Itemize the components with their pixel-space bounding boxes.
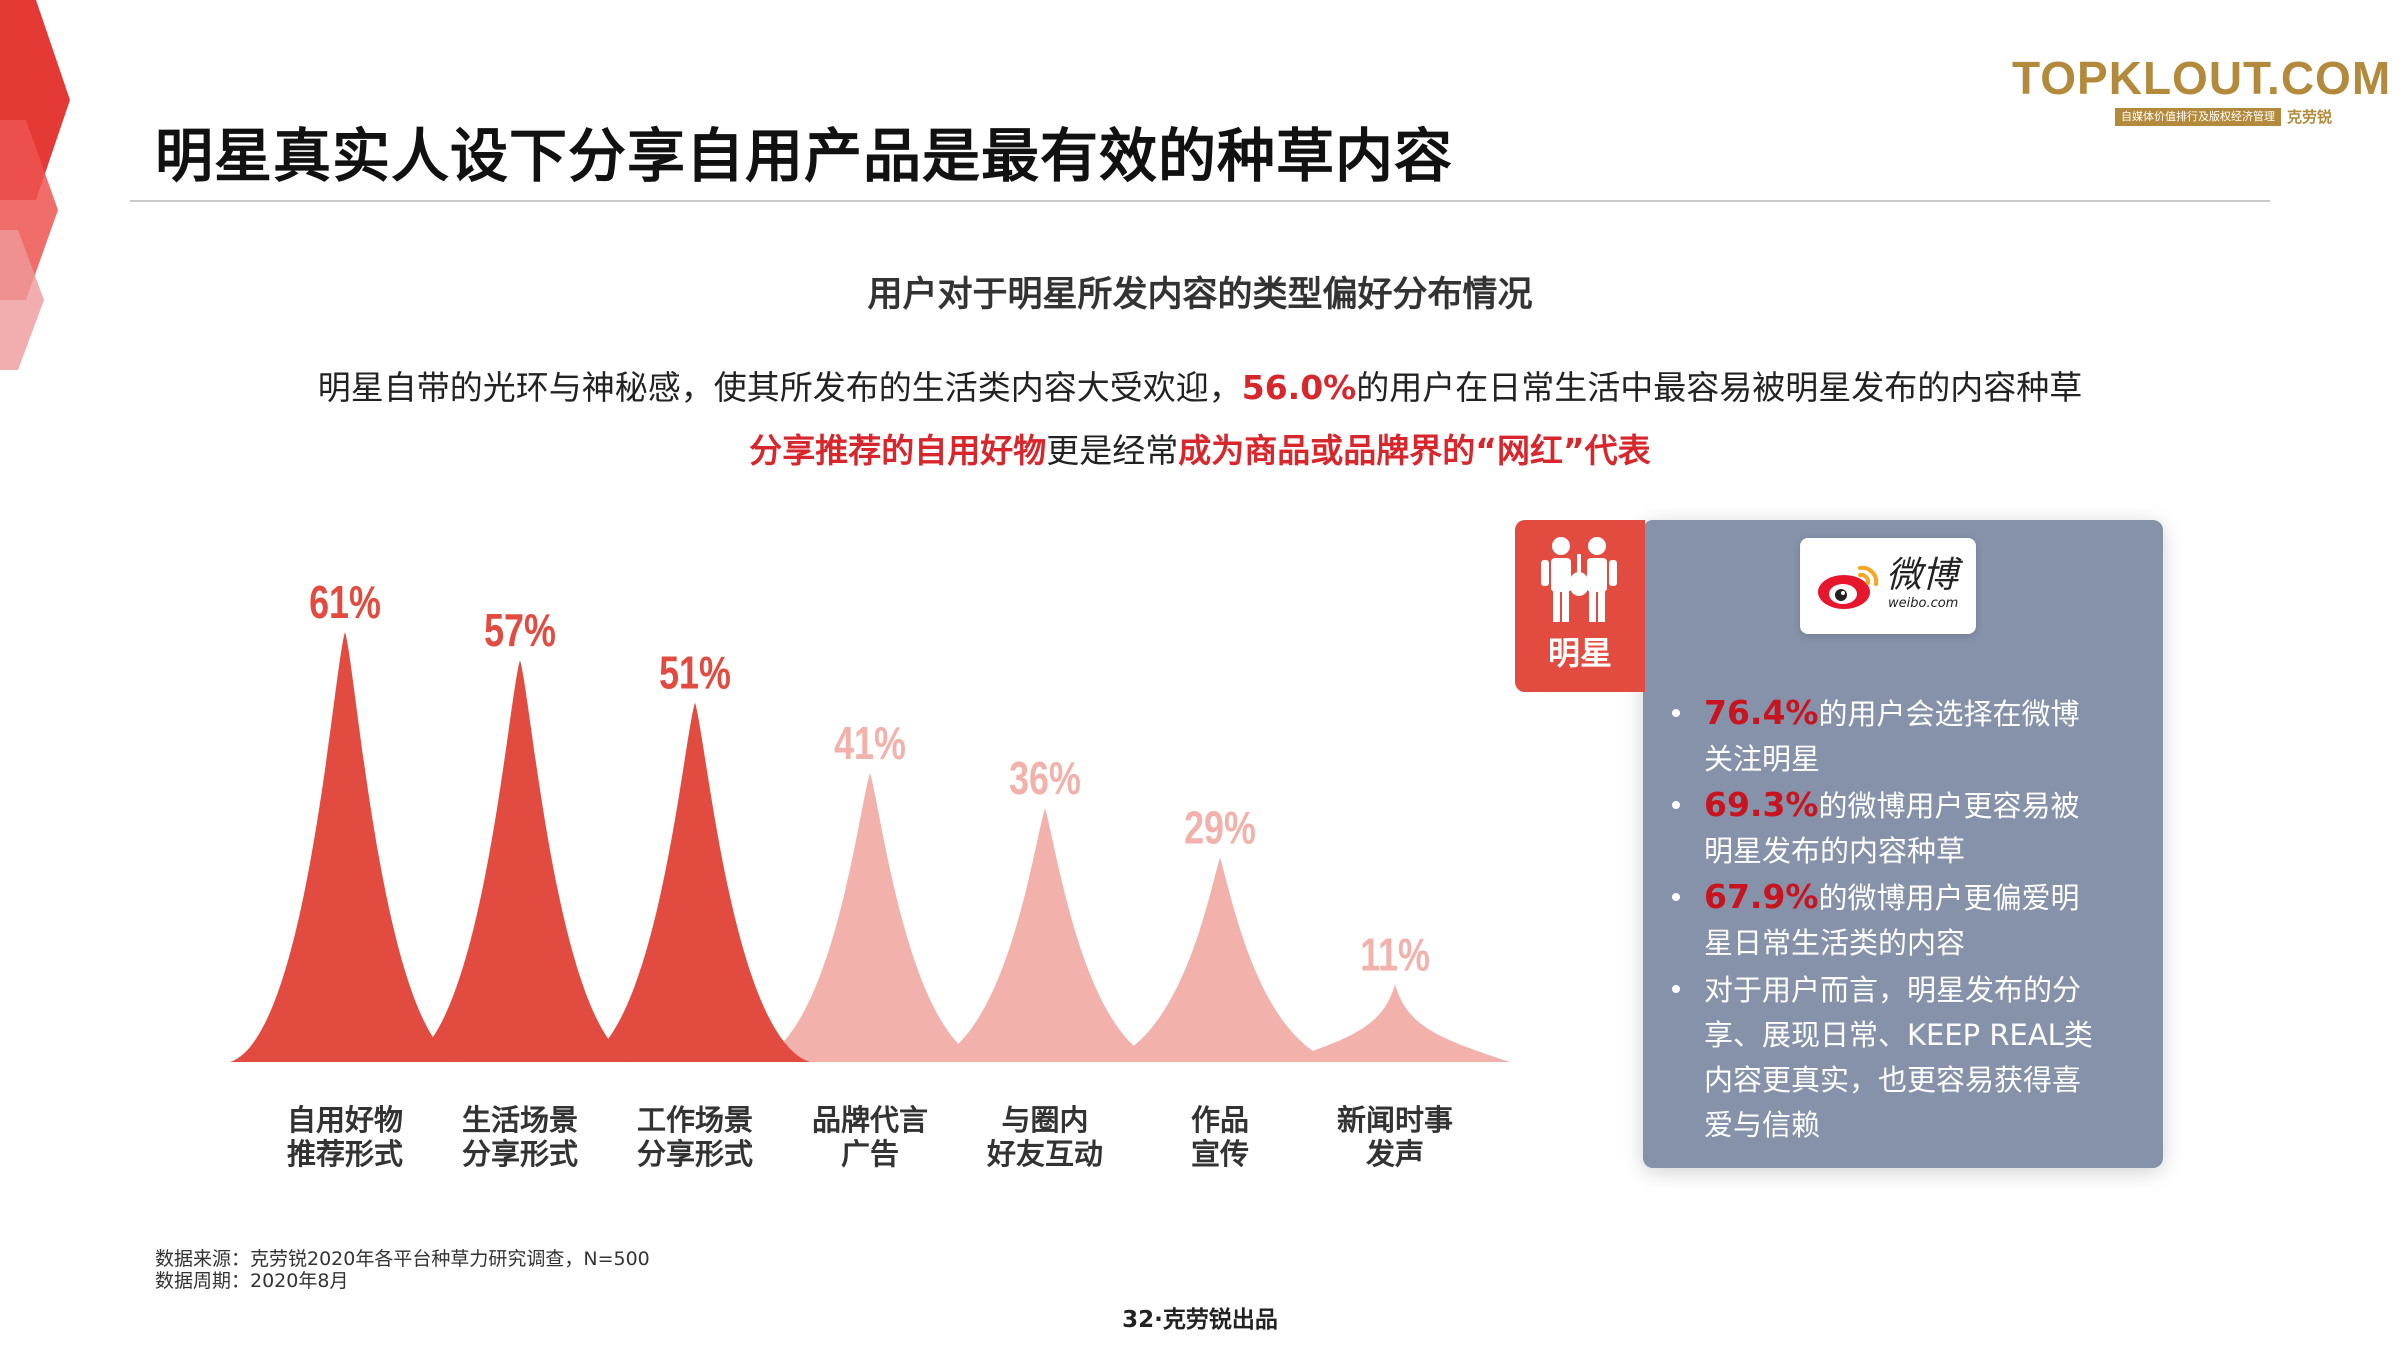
lead-highlight: 成为商品或品牌界的“网红”代表	[1178, 431, 1651, 470]
data-source-note: 数据来源：克劳锐2020年各平台种草力研究调查，N=500 数据周期：2020年…	[155, 1248, 650, 1292]
weibo-icon	[1818, 565, 1879, 609]
lead-text: 的用户在日常生活中最容易被明星发布的内容种草	[1356, 368, 2083, 407]
bullet-percent: 69.3%	[1704, 785, 1819, 824]
peak-mark	[1105, 857, 1335, 1062]
category-label: 自用好物	[287, 1103, 403, 1137]
bullet-percent: 76.4%	[1704, 693, 1819, 732]
category-label: 广告	[841, 1137, 899, 1171]
performers-icon	[1541, 537, 1617, 622]
data-label: 51%	[659, 647, 731, 698]
bullet-item: 对于用户而言，明星发布的分享、展现日常、KEEP REAL类内容更真实，也更容易…	[1668, 966, 2108, 1148]
source-line: 数据来源：克劳锐2020年各平台种草力研究调查，N=500	[155, 1248, 650, 1270]
data-label: 11%	[1360, 929, 1430, 980]
data-label: 29%	[1184, 802, 1256, 853]
page-title: 明星真实人设下分享自用产品是最有效的种草内容	[155, 122, 1454, 190]
data-label: 41%	[834, 718, 906, 769]
weibo-domain: weibo.com	[1888, 596, 1959, 611]
category-label: 工作场景	[637, 1103, 753, 1137]
logo-text: TOPKLOUT.COM	[2012, 52, 2392, 104]
corner-decoration	[0, 0, 70, 370]
category-label: 好友互动	[986, 1137, 1103, 1171]
category-label: 新闻时事	[1337, 1103, 1453, 1137]
lead-highlight-percent: 56.0%	[1241, 368, 1357, 407]
bullet-item: 67.9%的微博用户更偏爱明星日常生活类的内容	[1668, 874, 2108, 966]
category-label: 分享形式	[462, 1137, 578, 1171]
bullet-text: 的用户会选择在微博关注明星	[1704, 697, 2080, 776]
category-label: 推荐形式	[287, 1137, 403, 1171]
bullet-text: 的微博用户更偏爱明星日常生活类的内容	[1704, 881, 2080, 960]
peak-mark	[580, 702, 810, 1062]
bullet-text: 对于用户而言，明星发布的分享、展现日常、KEEP REAL类内容更真实，也更容易…	[1704, 973, 2093, 1142]
peak-mark	[405, 660, 635, 1062]
stats-bullet-list: 76.4%的用户会选择在微博关注明星 69.3%的微博用户更容易被明星发布的内容…	[1668, 690, 2108, 1148]
peak-mark	[1280, 984, 1510, 1062]
page-footer: 32·克劳锐出品	[1122, 1307, 1278, 1333]
badge-label: 明星	[1547, 634, 1612, 672]
data-label: 61%	[309, 577, 381, 628]
brand-logo: TOPKLOUT.COM 自媒体价值排行及版权经济管理 克劳锐	[2012, 52, 2392, 127]
weibo-name: 微博	[1886, 555, 1959, 596]
bullet-percent: 67.9%	[1704, 877, 1819, 916]
category-label: 作品	[1191, 1103, 1249, 1137]
peak-mark	[755, 772, 985, 1062]
peak-mark	[930, 808, 1160, 1062]
lead-text: 明星自带的光环与神秘感，使其所发布的生活类内容大受欢迎，	[317, 368, 1242, 407]
category-label: 品牌代言	[812, 1103, 928, 1137]
category-label: 与圈内	[1001, 1103, 1088, 1137]
data-label: 36%	[1009, 753, 1081, 804]
period-line: 数据周期：2020年8月	[155, 1270, 349, 1292]
celebrity-badge: 明星	[1515, 520, 1645, 692]
category-label: 分享形式	[637, 1137, 753, 1171]
logo-subtitle: 自媒体价值排行及版权经济管理	[2114, 107, 2281, 126]
weibo-logo-card: 微博 weibo.com	[1800, 538, 1976, 634]
bullet-item: 69.3%的微博用户更容易被明星发布的内容种草	[1668, 782, 2108, 874]
chart-title: 用户对于明星所发内容的类型偏好分布情况	[867, 275, 1533, 315]
bullet-item: 76.4%的用户会选择在微博关注明星	[1668, 690, 2108, 782]
lead-text: 更是经常	[1046, 431, 1179, 470]
category-label: 生活场景	[462, 1103, 578, 1137]
title-divider	[130, 200, 2270, 202]
data-label: 57%	[484, 605, 556, 656]
lead-line-2: 分享推荐的自用好物更是经常成为商品或品牌界的“网红”代表	[0, 428, 2400, 474]
peak-mark	[230, 631, 460, 1062]
lead-highlight: 分享推荐的自用好物	[749, 431, 1047, 470]
category-label: 宣传	[1191, 1137, 1249, 1171]
category-label: 发声	[1365, 1137, 1424, 1171]
lead-line-1: 明星自带的光环与神秘感，使其所发布的生活类内容大受欢迎，56.0%的用户在日常生…	[0, 365, 2400, 411]
bullet-text: 的微博用户更容易被明星发布的内容种草	[1704, 789, 2080, 868]
logo-chinese-name: 克劳锐	[2286, 108, 2332, 126]
